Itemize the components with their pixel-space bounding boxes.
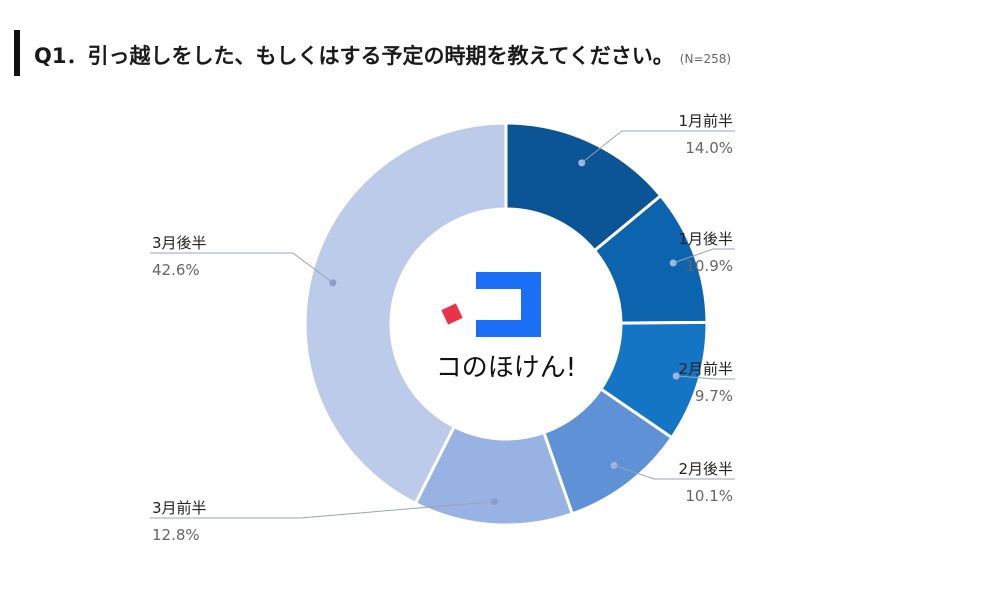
slice-category-label: 2月後半 (678, 460, 733, 478)
leader-line (150, 252, 334, 284)
leader-line (676, 375, 735, 380)
donut-slice (303, 121, 508, 506)
leader-lines-group (150, 130, 735, 519)
title-text: Q1．引っ越しをした、もしくはする予定の時期を教えてください。 (34, 44, 674, 68)
leader-line (581, 130, 735, 164)
slice-category-label: 2月前半 (678, 360, 733, 378)
logo-text: コのほけん! (436, 353, 576, 383)
slice-value-label: 42.6% (152, 261, 200, 279)
labels-group: 1月前半 14.0% 1月後半 10.9% 2月前半 9.7% 2月後半 10.1% 3月前半 1… (152, 112, 733, 544)
leader-line (673, 248, 735, 264)
center-logo: コのほけん! (436, 272, 576, 383)
slice-value-label: 14.0% (685, 139, 733, 157)
leader-line (150, 501, 495, 519)
page-title: Q1．引っ越しをした、もしくはする予定の時期を教えてください。 (N=258) (34, 40, 731, 70)
sample-size: (N=258) (679, 52, 732, 66)
title-accent-bar (14, 30, 20, 76)
slice-value-label: 9.7% (695, 387, 733, 405)
slice-value-label: 10.9% (685, 257, 733, 275)
slice-category-label: 1月後半 (678, 230, 733, 248)
slice-value-label: 12.8% (152, 526, 200, 544)
leader-line (613, 464, 735, 480)
slice-value-label: 10.1% (685, 487, 733, 505)
slice-category-label: 3月後半 (152, 234, 207, 252)
slice-category-label: 3月前半 (152, 499, 207, 517)
slice-category-label: 1月前半 (678, 112, 733, 130)
logo-blue-bracket-icon (476, 272, 541, 337)
slices-group (303, 121, 709, 527)
logo-red-square-icon (441, 303, 463, 325)
